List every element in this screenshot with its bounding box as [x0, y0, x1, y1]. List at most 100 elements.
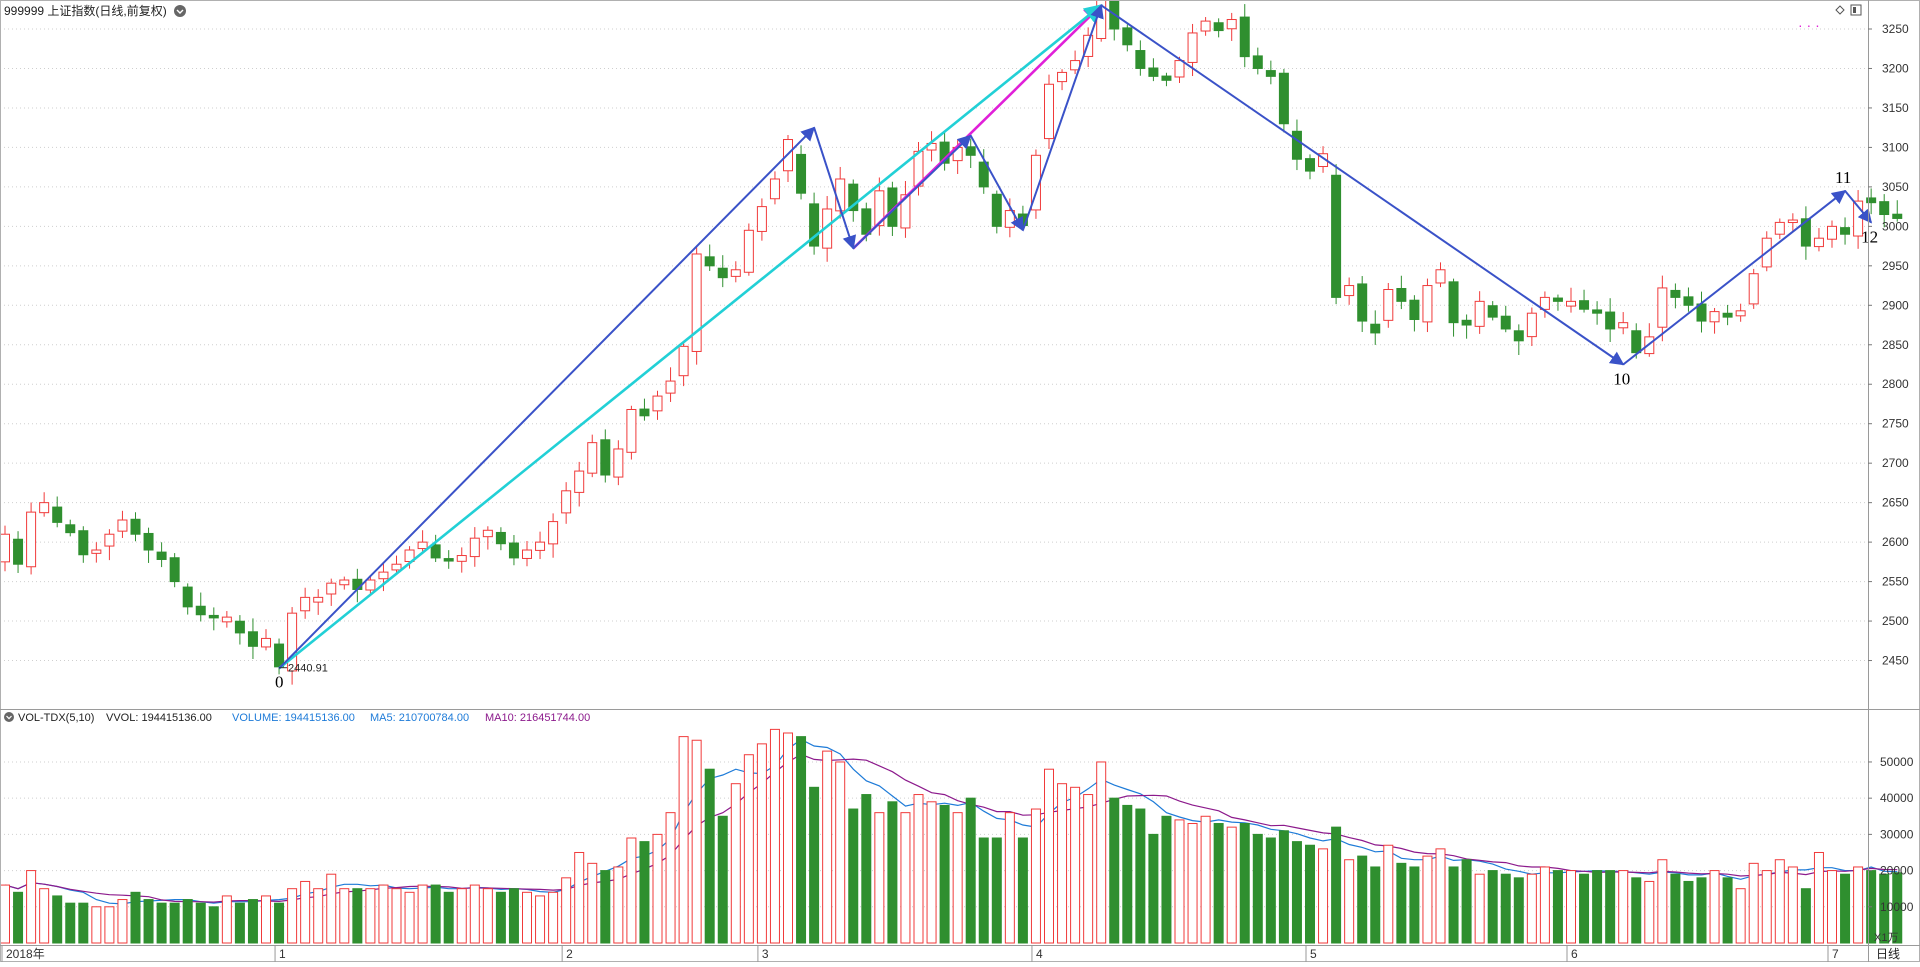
volume-bar	[965, 797, 976, 944]
volume-bar	[1331, 826, 1342, 944]
volume-bar	[730, 783, 741, 944]
wave-segment	[278, 4, 1103, 670]
candle-body	[1709, 311, 1720, 323]
volume-bar	[378, 884, 389, 944]
volume-bar	[1748, 862, 1759, 944]
candle-body	[1474, 300, 1485, 327]
volume-bar	[548, 891, 559, 944]
price-tick-label: 2600	[1882, 535, 1909, 549]
candle-body	[1513, 330, 1524, 342]
volume-bar	[234, 902, 245, 944]
volume-bar	[1592, 870, 1603, 944]
wave-marker-label: 11	[1835, 168, 1851, 187]
volume-bar	[874, 812, 885, 944]
volume-bar	[1187, 823, 1198, 944]
candle-body	[1148, 67, 1159, 77]
candle-body	[574, 470, 585, 493]
volume-bar	[717, 815, 728, 944]
candle-body	[1670, 289, 1681, 298]
volume-bar	[65, 902, 76, 944]
volume-bar	[522, 891, 532, 944]
vvol-value: VVOL: 194415136.00	[106, 712, 212, 724]
volume-bar	[626, 837, 637, 944]
candle-body	[704, 256, 715, 267]
candle-body	[848, 183, 859, 212]
volume-bar	[1722, 877, 1733, 944]
volume-bar	[1526, 873, 1537, 944]
candle-body	[156, 551, 167, 560]
volume-bar	[482, 888, 493, 944]
volume-bar	[339, 888, 350, 944]
volume-bar	[769, 728, 780, 944]
candle-body	[1213, 22, 1224, 32]
candle-body	[130, 518, 141, 535]
volume-value: VOLUME: 194415136.00	[232, 712, 355, 724]
candle-body	[1866, 197, 1877, 204]
candle-body	[247, 631, 258, 647]
volume-bar	[1096, 761, 1107, 944]
candle-body	[1683, 296, 1694, 306]
volume-bar	[756, 743, 767, 944]
volume-tick-label: 20000	[1880, 864, 1914, 878]
volume-bar	[117, 899, 128, 944]
candle-body	[1161, 75, 1172, 81]
candle-body	[1226, 19, 1237, 30]
wave-segment	[852, 134, 972, 250]
volume-bar	[195, 902, 206, 944]
time-tick-label: 6	[1571, 947, 1578, 961]
volume-bar	[678, 736, 689, 944]
period-label[interactable]: 日线	[1876, 947, 1900, 961]
candle-body	[1187, 32, 1198, 63]
candle-body	[548, 521, 559, 545]
candle-body	[1813, 237, 1824, 248]
volume-bar	[1109, 797, 1120, 944]
volume-bar	[1409, 866, 1420, 944]
wave-segment	[1622, 189, 1847, 366]
candle-body	[78, 530, 89, 556]
volume-indicator-name: VOL-TDX(5,10)	[18, 712, 94, 724]
volume-bar	[443, 891, 454, 944]
volume-bar	[1396, 862, 1407, 944]
candle-body	[1370, 323, 1381, 334]
volume-bar	[1161, 815, 1172, 944]
volume-bar	[1435, 848, 1446, 944]
wave-segment	[1021, 3, 1104, 231]
diamond-icon[interactable]	[1835, 5, 1845, 15]
volume-bar	[221, 895, 232, 944]
volume-dropdown-icon[interactable]	[4, 712, 14, 722]
window-toggle-icon[interactable]	[1850, 4, 1862, 16]
candle-body	[221, 616, 232, 623]
candle-body	[600, 439, 611, 476]
volume-bar	[1474, 873, 1485, 944]
volume-bar	[287, 888, 298, 944]
candle-body	[587, 442, 598, 474]
candle-body	[1618, 322, 1629, 329]
candle-body	[208, 614, 219, 619]
volume-bar	[1265, 837, 1276, 944]
volume-bar	[665, 812, 676, 944]
volume-bar	[1148, 833, 1159, 944]
chart-title: 999999 上证指数(日线,前复权)	[4, 3, 167, 18]
price-tick-label: 2850	[1882, 338, 1909, 352]
candle-body	[796, 153, 807, 194]
volume-bar	[652, 833, 663, 944]
volume-bar	[1761, 870, 1772, 944]
candle-body	[0, 533, 10, 563]
volume-bar	[1657, 859, 1668, 944]
title-dropdown-icon[interactable]	[174, 5, 186, 17]
candle-body	[1566, 300, 1576, 307]
volume-bar	[952, 812, 963, 944]
candle-body	[1200, 20, 1211, 32]
volume-bar	[1552, 870, 1563, 944]
candle-body	[626, 408, 637, 453]
candle-body	[1748, 273, 1759, 305]
candle-body	[1552, 297, 1563, 302]
volume-bar	[1879, 873, 1890, 944]
volume-bar	[691, 739, 702, 944]
more-dots-icon[interactable]: · · ·	[1798, 17, 1820, 33]
volume-bar	[313, 888, 324, 944]
volume-bar	[1318, 848, 1329, 944]
candle-body	[234, 620, 245, 634]
